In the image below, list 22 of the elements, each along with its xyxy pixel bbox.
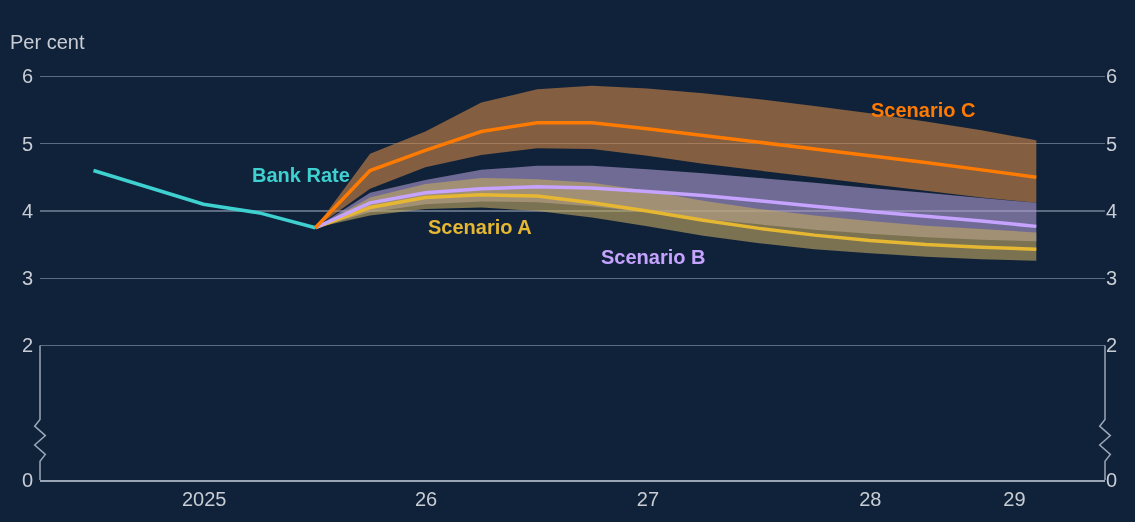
y2-tick-label: 3 bbox=[1106, 267, 1118, 290]
series-label: Scenario C bbox=[871, 99, 976, 121]
y-tick-label: 0 bbox=[21, 469, 33, 491]
x-tick-label: 27 bbox=[636, 488, 660, 510]
series-label: Scenario A bbox=[428, 216, 532, 238]
y-tick-label: 6 bbox=[21, 65, 33, 88]
y-axis-title: Per cent bbox=[10, 31, 85, 53]
x-tick-label: 28 bbox=[859, 488, 882, 510]
x-tick-label: 26 bbox=[414, 488, 438, 510]
y2-tick-label: 2 bbox=[1106, 334, 1118, 357]
y-tick-label: 4 bbox=[21, 199, 33, 222]
y2-tick-label: 4 bbox=[1106, 199, 1118, 222]
text: Scenario B bbox=[601, 246, 706, 268]
x-tick-label: 2025 bbox=[181, 488, 227, 510]
y-tick-label: 2 bbox=[21, 334, 33, 357]
series-label: Bank Rate bbox=[252, 164, 350, 186]
y2-tick-label: 0 bbox=[1106, 469, 1118, 491]
x-tick-label: 29 bbox=[1003, 488, 1026, 510]
y-tick-label: 5 bbox=[21, 132, 33, 155]
y2-tick-label: 6 bbox=[1106, 65, 1118, 88]
y2-tick-label: 5 bbox=[1106, 132, 1118, 155]
y-tick-label: 3 bbox=[21, 267, 33, 290]
